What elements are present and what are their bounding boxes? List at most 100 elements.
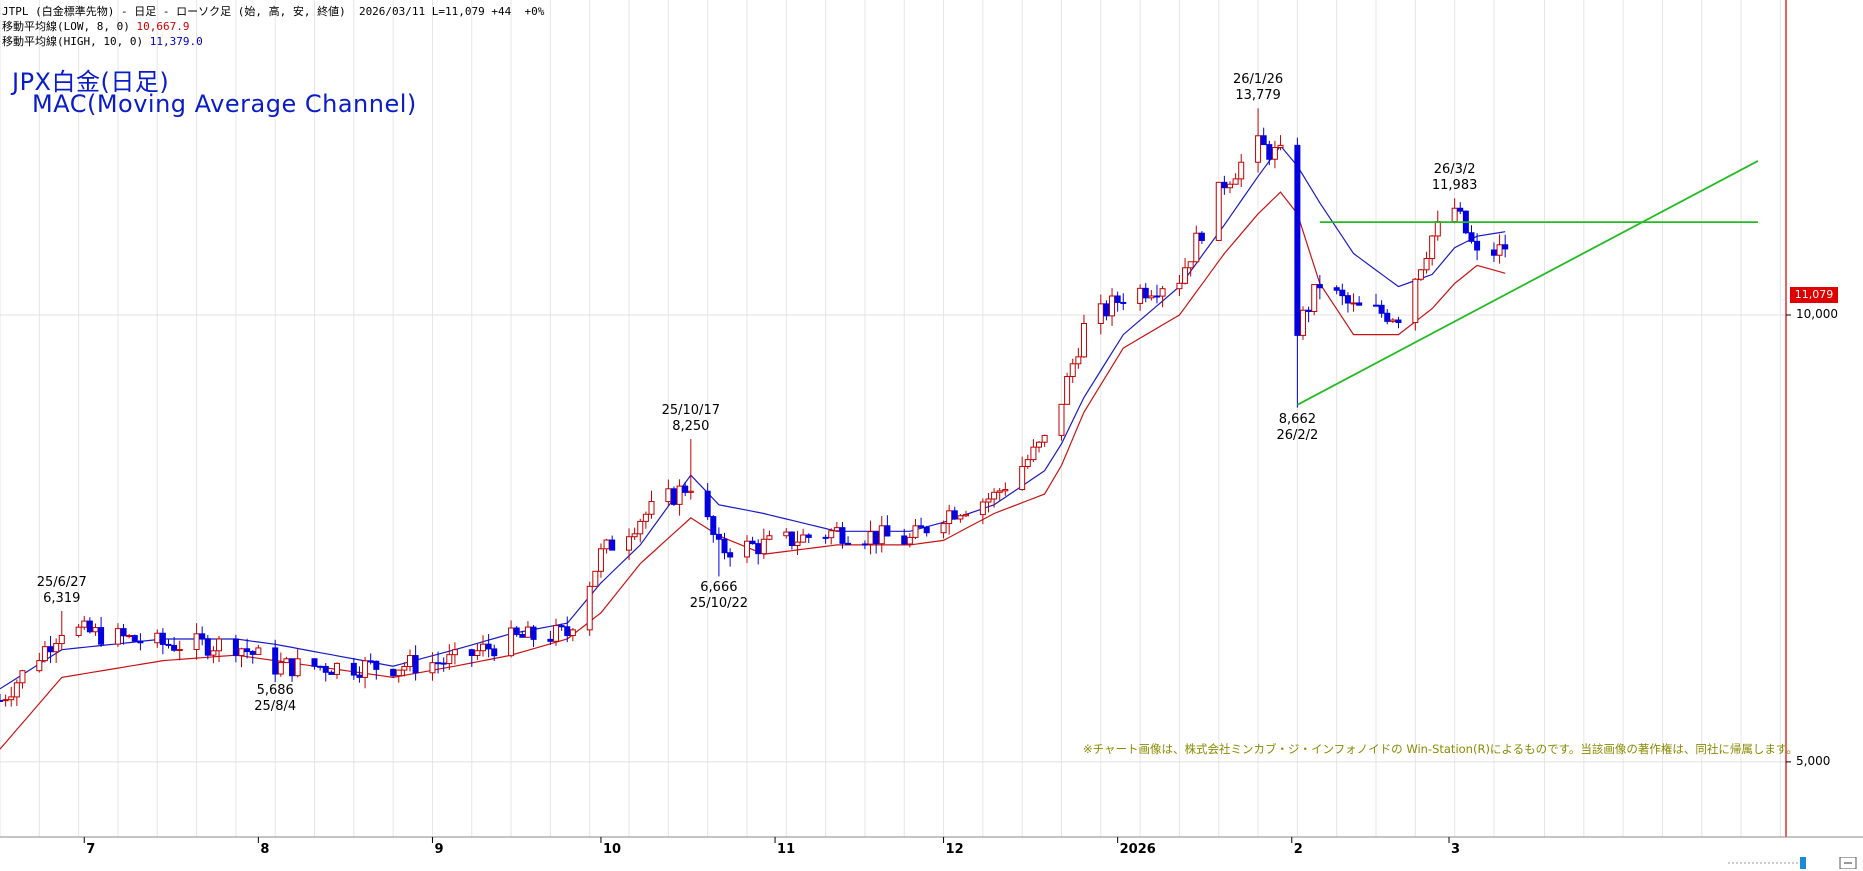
candle-up [1187,261,1194,277]
annotation-line: 8,250 [672,419,710,434]
annotation-line: 26/2/2 [1276,427,1319,443]
zoom-box[interactable] [1839,857,1857,869]
scroll-thumb[interactable] [1800,857,1806,869]
candle-up [637,518,644,543]
candle-down [373,660,380,680]
candle-down [1378,300,1385,318]
candle-body [918,525,925,528]
candle-body [154,632,161,644]
candle-body [1238,161,1245,180]
candle-body [1451,207,1458,223]
candle-body [58,634,65,645]
candle-up [154,629,161,648]
candle-down [120,623,127,645]
candle-down [1260,127,1267,146]
candle-down [1339,283,1346,306]
candle-body [283,658,290,664]
candle-down [788,531,795,550]
candle-body [294,658,301,677]
candle-body [1423,258,1430,271]
candle-down [884,515,891,537]
candle-up [1069,358,1076,383]
candle-down [1474,233,1481,261]
candle-down [609,535,616,551]
candle-up [1389,318,1396,324]
candle-body [474,650,481,656]
candle-down [918,517,925,528]
candle-body [873,531,880,545]
candle-body [1255,135,1262,163]
candle-down [547,630,554,645]
candle-body [1221,181,1228,189]
candle-up [665,479,672,507]
candle-body [53,643,60,653]
candle-up [648,490,655,519]
candle-down [1316,275,1323,300]
candle-down [328,670,335,675]
candle-body [406,655,413,668]
candle-body [991,491,998,500]
candle-body [1019,466,1026,491]
candle-body [1142,287,1149,299]
candle-down [1457,202,1464,215]
candle-down [727,548,734,567]
candle-down [1114,291,1121,312]
candle-body [1069,363,1076,378]
candle-down [1344,292,1351,313]
candle-up [1238,154,1245,187]
candle-down [1142,283,1149,303]
candle-body [508,627,515,657]
candle-up [1080,314,1087,358]
time-tick-label: 3 [1451,842,1461,857]
candle-body [1277,144,1284,149]
candle-down [558,623,565,631]
time-tick-label: 12 [945,842,964,857]
candle-body [822,536,829,539]
annotation-line: 26/3/2 [1433,162,1476,178]
candle-down [1305,306,1312,323]
candle-body [333,662,340,675]
candle-down [1120,293,1127,311]
candle-up [176,640,183,661]
candle-up [743,535,750,564]
candle-up [126,634,133,639]
candle-body [435,662,442,665]
chart-title: JPX白金(日足) [12,68,170,96]
candle-body [210,650,217,656]
time-tick-label: 10 [602,842,622,857]
candle-down [704,483,711,520]
candle-body [1373,304,1380,307]
candle-body [923,526,930,534]
candle-body [721,538,728,554]
candle-body [805,534,812,538]
candle-body [1468,232,1475,242]
candle-up [1226,181,1233,194]
candle-body [800,534,807,543]
candle-body [86,620,93,633]
candle-body [356,674,363,678]
candle-body [519,633,526,638]
time-tick-label: 8 [260,842,270,857]
candle-up [569,627,576,642]
candle-up [277,652,284,677]
candle-up [676,479,683,516]
chart-subtitle: MAC(Moving Average Channel) [32,90,417,118]
candle-body [828,530,835,539]
candle-down [805,533,812,544]
annotation-line: 6,666 [700,580,738,596]
candle-body [1266,144,1273,160]
candle-down [232,634,239,663]
horizontal-scrollbar[interactable] [1728,857,1863,869]
candle-down [721,532,728,560]
candle-body [440,662,447,665]
candle-body [395,669,402,677]
candle-up [1299,306,1306,340]
candle-body [249,651,256,655]
candle-body [216,638,223,652]
candle-body [255,647,262,655]
candle-body [1389,319,1396,322]
candle-body [19,670,26,684]
candle-up [362,656,369,689]
candle-down [131,634,138,642]
candle-down [715,527,722,577]
